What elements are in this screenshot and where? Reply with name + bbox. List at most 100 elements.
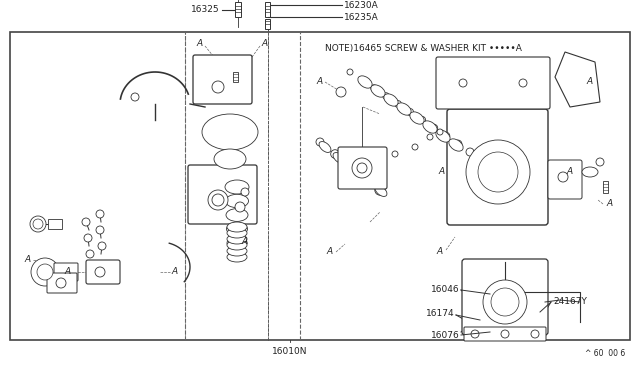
Circle shape bbox=[131, 93, 139, 101]
Ellipse shape bbox=[361, 174, 373, 186]
Circle shape bbox=[491, 288, 519, 316]
Text: 24167Y: 24167Y bbox=[553, 298, 587, 307]
Circle shape bbox=[501, 330, 509, 338]
Circle shape bbox=[98, 242, 106, 250]
FancyBboxPatch shape bbox=[338, 147, 387, 189]
Circle shape bbox=[359, 77, 365, 83]
Ellipse shape bbox=[358, 76, 372, 88]
Ellipse shape bbox=[225, 180, 249, 194]
Circle shape bbox=[383, 93, 389, 99]
Ellipse shape bbox=[410, 112, 424, 124]
Ellipse shape bbox=[226, 209, 248, 221]
Ellipse shape bbox=[227, 240, 247, 250]
Ellipse shape bbox=[227, 246, 247, 256]
Text: 16235A: 16235A bbox=[344, 13, 379, 22]
FancyBboxPatch shape bbox=[464, 327, 546, 341]
Text: A: A bbox=[327, 247, 333, 257]
Circle shape bbox=[466, 148, 474, 156]
Text: 16046: 16046 bbox=[431, 285, 460, 295]
Text: A: A bbox=[65, 267, 71, 276]
Circle shape bbox=[478, 156, 486, 164]
Ellipse shape bbox=[333, 153, 345, 163]
Text: A: A bbox=[567, 167, 573, 176]
Bar bbox=[235, 2, 241, 17]
FancyBboxPatch shape bbox=[54, 263, 78, 281]
Ellipse shape bbox=[227, 228, 247, 238]
Circle shape bbox=[360, 173, 370, 183]
Bar bbox=[265, 2, 270, 17]
FancyBboxPatch shape bbox=[462, 259, 548, 335]
Circle shape bbox=[442, 132, 450, 140]
Polygon shape bbox=[555, 52, 600, 107]
FancyBboxPatch shape bbox=[436, 57, 550, 109]
Ellipse shape bbox=[227, 252, 247, 262]
Text: A: A bbox=[317, 77, 323, 87]
Text: 16325: 16325 bbox=[191, 6, 220, 15]
Ellipse shape bbox=[375, 186, 387, 196]
Ellipse shape bbox=[423, 121, 437, 133]
Ellipse shape bbox=[214, 149, 246, 169]
Circle shape bbox=[531, 330, 539, 338]
Circle shape bbox=[82, 218, 90, 226]
Circle shape bbox=[419, 116, 426, 124]
Circle shape bbox=[56, 278, 66, 288]
Circle shape bbox=[352, 158, 372, 178]
FancyBboxPatch shape bbox=[188, 165, 257, 224]
Circle shape bbox=[31, 258, 59, 286]
FancyBboxPatch shape bbox=[447, 109, 548, 225]
Bar bbox=[232, 72, 237, 82]
Circle shape bbox=[412, 144, 418, 150]
Ellipse shape bbox=[227, 222, 247, 232]
Ellipse shape bbox=[347, 164, 359, 174]
Circle shape bbox=[208, 190, 228, 210]
FancyBboxPatch shape bbox=[548, 160, 582, 199]
Circle shape bbox=[478, 152, 518, 192]
Circle shape bbox=[235, 202, 245, 212]
FancyBboxPatch shape bbox=[86, 260, 120, 284]
Ellipse shape bbox=[319, 142, 331, 153]
Circle shape bbox=[437, 129, 443, 135]
Circle shape bbox=[96, 210, 104, 218]
Bar bbox=[265, 19, 270, 29]
Text: A: A bbox=[172, 267, 178, 276]
Circle shape bbox=[483, 280, 527, 324]
Circle shape bbox=[30, 216, 46, 232]
Circle shape bbox=[371, 85, 377, 91]
Text: ^ 60  00 6: ^ 60 00 6 bbox=[585, 350, 625, 359]
Circle shape bbox=[86, 250, 94, 258]
Circle shape bbox=[392, 151, 398, 157]
Text: 16174: 16174 bbox=[426, 310, 455, 318]
Circle shape bbox=[357, 163, 367, 173]
Text: A: A bbox=[242, 237, 248, 247]
FancyBboxPatch shape bbox=[47, 273, 77, 293]
Circle shape bbox=[466, 140, 530, 204]
Circle shape bbox=[33, 219, 43, 229]
Bar bbox=[602, 181, 607, 193]
Text: 16076: 16076 bbox=[431, 330, 460, 340]
Circle shape bbox=[558, 172, 568, 182]
Text: A: A bbox=[197, 39, 203, 48]
Circle shape bbox=[427, 134, 433, 140]
Text: NOTE)16465 SCREW & WASHER KIT •••••A: NOTE)16465 SCREW & WASHER KIT •••••A bbox=[325, 44, 522, 53]
Circle shape bbox=[37, 264, 53, 280]
Circle shape bbox=[375, 185, 385, 195]
Ellipse shape bbox=[202, 114, 258, 150]
Circle shape bbox=[212, 81, 224, 93]
Text: A: A bbox=[262, 39, 268, 48]
Circle shape bbox=[95, 267, 105, 277]
Ellipse shape bbox=[371, 85, 385, 97]
Circle shape bbox=[459, 79, 467, 87]
Text: A: A bbox=[607, 199, 613, 208]
Ellipse shape bbox=[227, 237, 247, 249]
Text: A: A bbox=[25, 256, 31, 264]
Text: 16230A: 16230A bbox=[344, 0, 379, 10]
Circle shape bbox=[212, 194, 224, 206]
Ellipse shape bbox=[397, 103, 411, 115]
Circle shape bbox=[406, 109, 413, 115]
Text: A: A bbox=[437, 247, 443, 257]
Circle shape bbox=[471, 330, 479, 338]
Circle shape bbox=[346, 161, 355, 171]
Circle shape bbox=[596, 158, 604, 166]
Circle shape bbox=[331, 150, 339, 158]
Bar bbox=[48, 219, 62, 229]
